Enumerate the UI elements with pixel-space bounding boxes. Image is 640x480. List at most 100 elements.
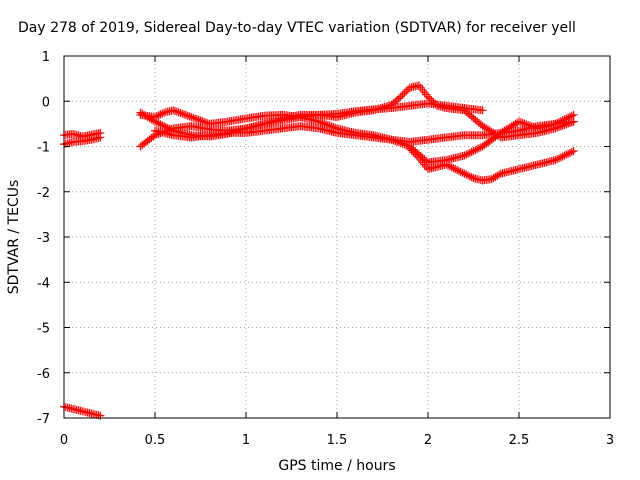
data-point bbox=[176, 109, 185, 118]
data-point bbox=[96, 133, 105, 142]
data-point bbox=[442, 160, 451, 169]
y-tick-labels: 1 0 -1 -2 -3 -4 -5 -6 -7 bbox=[37, 50, 50, 427]
data-point bbox=[444, 161, 453, 170]
y-tick-label: -1 bbox=[37, 141, 50, 156]
x-tick-label: 2.5 bbox=[509, 433, 530, 448]
data-point bbox=[569, 147, 578, 156]
data-point bbox=[171, 106, 180, 115]
data-point bbox=[151, 113, 159, 122]
data-point bbox=[152, 112, 161, 121]
data-point bbox=[409, 148, 418, 157]
data-point bbox=[154, 119, 163, 128]
y-tick-label: 0 bbox=[42, 95, 50, 110]
data-point bbox=[454, 166, 463, 175]
data-point bbox=[451, 165, 460, 174]
data-point bbox=[172, 107, 181, 116]
data-point bbox=[494, 170, 503, 179]
y-tick-label: -6 bbox=[37, 367, 50, 382]
series-track-e bbox=[136, 81, 578, 151]
data-point bbox=[462, 150, 471, 159]
data-point bbox=[449, 164, 458, 173]
data-point bbox=[158, 109, 167, 118]
data-point bbox=[194, 115, 203, 124]
data-point bbox=[473, 145, 482, 154]
data-point bbox=[445, 162, 454, 171]
x-tick-label: 0 bbox=[60, 433, 68, 448]
data-point bbox=[396, 92, 405, 101]
series-track-b bbox=[60, 133, 105, 149]
data-point bbox=[427, 96, 436, 105]
y-axis-label: SDTVAR / TECUs bbox=[6, 180, 22, 295]
data-point bbox=[460, 169, 469, 178]
data-point bbox=[516, 118, 525, 127]
y-tick-label: 1 bbox=[42, 50, 50, 65]
data-point bbox=[156, 110, 165, 119]
data-point bbox=[565, 148, 574, 157]
x-tick-label: 2 bbox=[424, 433, 432, 448]
data-point bbox=[96, 411, 105, 420]
data-point bbox=[558, 152, 567, 161]
data-points bbox=[60, 81, 578, 420]
series-track-h bbox=[405, 144, 578, 185]
data-point bbox=[518, 118, 527, 127]
data-point bbox=[411, 150, 420, 159]
data-point bbox=[196, 116, 205, 125]
data-point bbox=[400, 89, 409, 98]
data-point bbox=[478, 106, 487, 115]
data-point bbox=[469, 147, 478, 156]
data-point bbox=[447, 163, 456, 172]
series-track-g bbox=[151, 117, 578, 146]
data-point bbox=[402, 87, 411, 96]
data-point bbox=[394, 94, 403, 103]
data-point bbox=[191, 114, 200, 123]
data-point bbox=[562, 150, 571, 159]
data-point bbox=[192, 115, 201, 124]
data-point bbox=[467, 147, 476, 156]
data-point bbox=[174, 108, 183, 117]
data-point bbox=[464, 171, 473, 180]
data-point bbox=[156, 120, 165, 129]
x-tick-labels: 0 0.5 1 1.5 2 2.5 3 bbox=[60, 433, 614, 448]
x-tick-label: 0.5 bbox=[145, 433, 166, 448]
data-point bbox=[181, 111, 190, 120]
axis-ticks bbox=[63, 55, 611, 419]
data-point bbox=[425, 94, 434, 103]
y-tick-label: -5 bbox=[37, 322, 50, 337]
data-point bbox=[314, 117, 323, 126]
data-point bbox=[200, 117, 209, 126]
data-point bbox=[553, 155, 562, 164]
data-point bbox=[201, 118, 210, 127]
data-point bbox=[180, 110, 189, 119]
y-tick-label: -3 bbox=[37, 231, 50, 246]
data-point bbox=[465, 148, 474, 157]
data-point bbox=[169, 106, 178, 115]
data-point bbox=[178, 109, 187, 118]
y-tick-label: -2 bbox=[37, 186, 50, 201]
y-tick-label: -4 bbox=[37, 276, 50, 291]
data-point bbox=[564, 149, 573, 158]
data-point bbox=[464, 149, 473, 158]
data-point bbox=[456, 167, 465, 176]
data-point bbox=[424, 92, 432, 101]
data-point bbox=[467, 173, 476, 182]
data-point bbox=[187, 113, 196, 122]
data-point bbox=[474, 144, 483, 153]
data-point bbox=[556, 153, 565, 162]
data-point bbox=[569, 117, 578, 126]
data-point bbox=[551, 156, 560, 165]
data-point bbox=[567, 147, 576, 156]
data-point bbox=[429, 98, 438, 107]
data-point bbox=[185, 112, 194, 121]
data-point bbox=[465, 172, 474, 181]
data-point bbox=[569, 110, 578, 119]
data-point bbox=[471, 146, 480, 155]
x-tick-label: 3 bbox=[606, 433, 614, 448]
data-point bbox=[407, 146, 416, 155]
data-point bbox=[398, 90, 407, 99]
data-point bbox=[158, 121, 167, 130]
data-point bbox=[413, 152, 422, 161]
data-point bbox=[460, 151, 469, 160]
data-point bbox=[458, 168, 467, 177]
data-point bbox=[515, 117, 523, 126]
